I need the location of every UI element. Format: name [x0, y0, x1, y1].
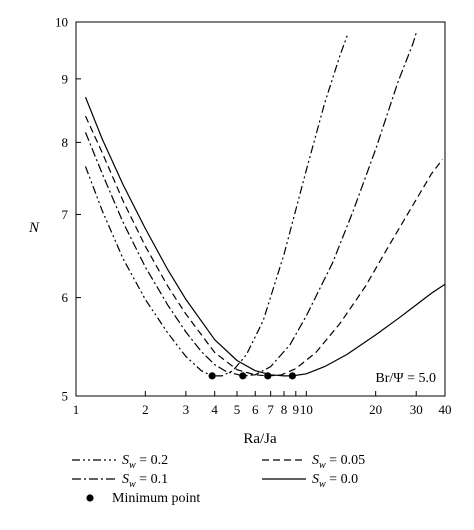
x-axis-ticks: 1 2 3 4 5 6 7 8 9 10 20 30 40 [73, 391, 452, 417]
legend-label-subscript: w [129, 460, 136, 471]
y-tick-label: 8 [62, 135, 69, 150]
series-line-0 [84, 32, 349, 377]
x-tick-label: 4 [211, 402, 218, 417]
y-tick-label: 5 [62, 389, 69, 404]
x-tick-label: 5 [234, 402, 241, 417]
legend-label: Sw = 0.1 [122, 472, 168, 490]
y-tick-label: 7 [62, 207, 69, 222]
legend-label-subscript: w [319, 460, 326, 471]
legend-label-value: = 0.0 [326, 472, 358, 487]
x-tick-label: 20 [369, 402, 382, 417]
legend-label-symbol: S [312, 472, 319, 487]
legend-label: Sw = 0.05 [312, 453, 365, 471]
legend-label-value: = 0.2 [136, 453, 168, 468]
series-line-3 [84, 96, 446, 377]
legend-marker [86, 494, 94, 502]
legend-label-text: Minimum point [112, 491, 200, 506]
legend-label: Minimum point [112, 491, 200, 506]
minimum-point-marker [208, 372, 216, 380]
legend-label: Sw = 0.2 [122, 453, 168, 471]
annotation-label: Br/Ψ = 5.0 [375, 371, 436, 386]
legend-label-symbol: S [312, 453, 319, 468]
series-lines [84, 32, 446, 377]
y-tick-label: 6 [62, 290, 69, 305]
x-tick-label: 2 [142, 402, 149, 417]
x-tick-label: 6 [252, 402, 259, 417]
minimum-point-marker [239, 372, 247, 380]
x-tick-label: 30 [410, 402, 423, 417]
legend-label-value: = 0.05 [326, 453, 365, 468]
series-line-2 [84, 115, 443, 377]
y-tick-label: 9 [62, 71, 69, 86]
legend-label: Sw = 0.0 [312, 472, 358, 490]
legend-label-subscript: w [129, 479, 136, 490]
x-tick-label: 3 [183, 402, 190, 417]
x-tick-label: 40 [439, 402, 452, 417]
legend-label-subscript: w [319, 479, 326, 490]
y-axis-label: N [28, 220, 40, 236]
legend-label-symbol: S [122, 472, 129, 487]
series-line-1 [84, 32, 417, 377]
x-tick-label: 10 [300, 402, 313, 417]
legend-item: Sw = 0.1 [72, 472, 168, 490]
x-tick-label: 9 [293, 402, 300, 417]
legend-item: Sw = 0.05 [262, 453, 365, 471]
legend-label-value: = 0.1 [136, 472, 168, 487]
y-axis-ticks: 5 6 7 8 9 10 [55, 15, 81, 404]
legend-item: Minimum point [86, 491, 200, 506]
x-tick-label: 1 [73, 402, 80, 417]
minimum-point-marker [264, 372, 272, 380]
plot-area [75, 21, 446, 397]
minimum-point-marker [288, 372, 296, 380]
minimum-point-markers [208, 372, 296, 380]
x-axis-label: Ra/Ja [243, 431, 277, 447]
x-tick-label: 7 [267, 402, 274, 417]
legend-label-symbol: S [122, 453, 129, 468]
y-tick-label: 10 [55, 15, 68, 30]
legend-item: Sw = 0.2 [72, 453, 168, 471]
x-tick-label: 8 [281, 402, 288, 417]
legend-item: Sw = 0.0 [262, 472, 358, 490]
plot-frame [75, 21, 446, 397]
